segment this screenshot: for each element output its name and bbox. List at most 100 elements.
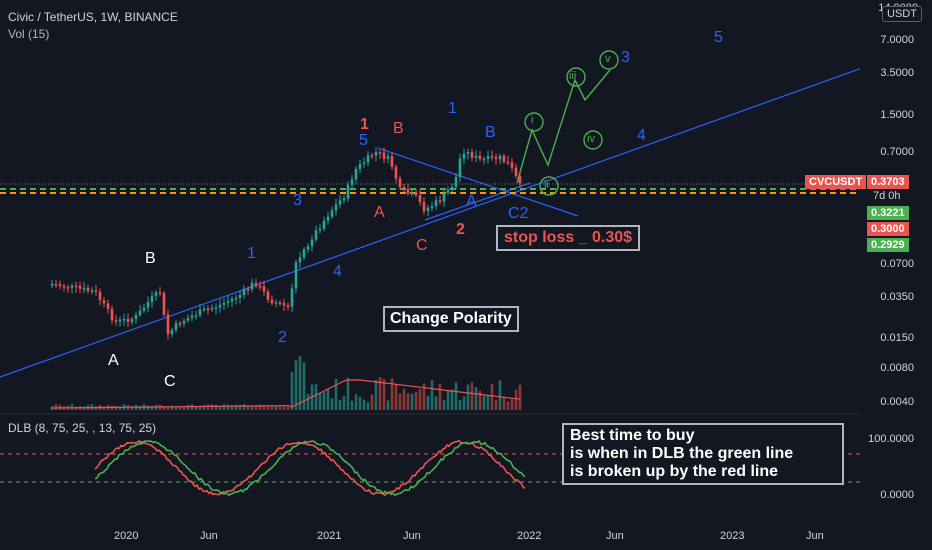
last-price-tag: 0.3703	[867, 175, 909, 189]
candle-body	[186, 317, 190, 321]
wave-label: A	[466, 193, 477, 210]
volume-bar	[218, 405, 222, 410]
candle-body	[294, 262, 298, 289]
candle-body	[418, 195, 422, 202]
candle-body	[286, 305, 290, 307]
candle-body	[230, 298, 234, 302]
volume-indicator-label[interactable]: Vol (15)	[8, 27, 50, 41]
volume-bar	[290, 371, 294, 410]
volume-bar	[326, 388, 330, 410]
volume-bar	[486, 395, 490, 410]
candle-body	[306, 246, 310, 250]
volume-bar	[54, 404, 58, 410]
volume-bar	[494, 399, 498, 410]
candle-body	[394, 166, 398, 179]
candle-body	[54, 283, 58, 286]
candle-body	[318, 228, 322, 231]
candle-body	[486, 156, 490, 159]
candle-body	[126, 318, 130, 322]
volume-bar	[118, 406, 122, 410]
wave-label: B	[393, 120, 404, 137]
volume-bar	[206, 404, 210, 410]
candle-body	[234, 297, 238, 300]
volume-bar	[490, 383, 494, 410]
wave-circle-iv	[583, 130, 603, 150]
volume-bar	[186, 404, 190, 410]
volume-bar	[506, 401, 510, 410]
volume-bar	[242, 404, 246, 410]
candle-body	[518, 176, 522, 184]
time-tick: Jun	[403, 530, 421, 542]
wave-label: B	[145, 250, 156, 267]
volume-bar	[282, 406, 286, 410]
volume-bar	[366, 401, 370, 410]
candle-body	[402, 187, 406, 189]
price-axis[interactable]: 14.0000 USDT 7.0000 3.5000 1.5000 0.7000…	[860, 0, 932, 525]
volume-bar	[130, 405, 134, 410]
candle-body	[254, 282, 258, 286]
price-tag-green-upper: 0.3221	[867, 206, 909, 220]
price-tick: 7.0000	[880, 34, 914, 46]
volume-bar	[70, 404, 74, 410]
candle-body	[430, 206, 434, 208]
volume-bar	[318, 393, 322, 410]
candle-body	[454, 177, 458, 187]
volume-bar	[166, 406, 170, 410]
dlb-indicator-label[interactable]: DLB (8, 75, 25, , 13, 75, 25)	[8, 421, 157, 435]
candle-body	[238, 295, 242, 298]
time-tick: 2023	[720, 530, 745, 542]
change-polarity-note[interactable]: Change Polarity	[383, 306, 519, 332]
candle-body	[98, 291, 102, 301]
volume-bar	[266, 405, 270, 410]
volume-bar	[170, 405, 174, 410]
candle-body	[218, 304, 222, 308]
candle-body	[62, 285, 66, 288]
volume-bar	[258, 404, 262, 410]
volume-bar	[262, 405, 266, 410]
volume-ma-line	[52, 379, 521, 409]
volume-bar	[354, 394, 358, 410]
candle-body	[130, 318, 134, 322]
volume-bar	[374, 380, 378, 410]
candle-body	[206, 308, 210, 311]
volume-bar	[482, 396, 486, 410]
bar-countdown: 7d 0h	[873, 190, 901, 202]
candle-body	[86, 287, 90, 291]
wave-label: 4	[637, 127, 646, 144]
volume-bar	[146, 405, 150, 410]
candle-body	[150, 296, 154, 303]
volume-bar	[138, 405, 142, 410]
volume-bar	[446, 390, 450, 410]
volume-bar	[214, 404, 218, 410]
candle-body	[370, 155, 374, 157]
volume-bar	[330, 398, 334, 410]
candle-body	[146, 302, 150, 308]
volume-bar	[382, 379, 386, 410]
candle-body	[198, 309, 202, 316]
volume-bar	[378, 377, 382, 410]
wave-circle-i	[524, 112, 544, 132]
wave-label: iii	[569, 70, 577, 82]
price-tick: 3.5000	[880, 67, 914, 79]
candle-body	[498, 155, 502, 160]
candle-body	[322, 220, 326, 229]
candle-body	[334, 204, 338, 211]
wave-label: ii	[544, 179, 549, 191]
candle-body	[410, 192, 414, 194]
candle-body	[386, 156, 390, 159]
volume-bar	[174, 406, 178, 410]
time-tick: 2020	[114, 530, 139, 542]
stop-loss-note[interactable]: stop loss _ 0.30$	[496, 225, 641, 251]
volume-bar	[470, 382, 474, 410]
volume-bar	[434, 396, 438, 410]
candle-body	[246, 288, 250, 291]
price-chart[interactable]	[0, 0, 860, 525]
best-time-note[interactable]: Best time to buy is when in DLB the gree…	[562, 423, 844, 485]
candle-body	[326, 216, 330, 221]
volume-bar	[358, 396, 362, 410]
candle-body	[262, 286, 266, 292]
trendline-long	[0, 68, 860, 378]
volume-bar	[306, 393, 310, 410]
currency-button[interactable]: USDT	[882, 6, 922, 22]
candle-body	[190, 315, 194, 318]
